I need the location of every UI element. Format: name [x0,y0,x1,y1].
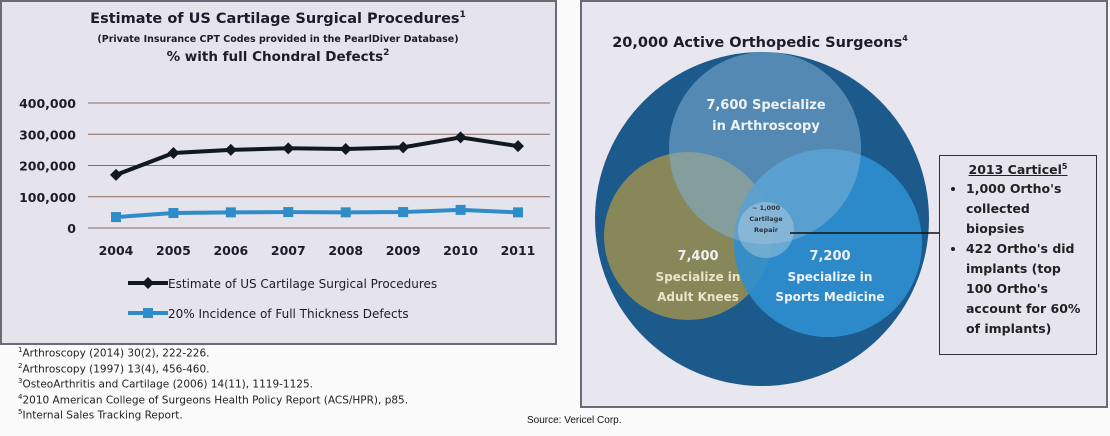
x-tick-label: 2006 [213,243,248,258]
footnote: 2Arthroscopy (1997) 13(4), 456-460. [18,362,210,376]
data-point-square [340,207,351,218]
carticel-callout: 2013 Carticel5 1,000 Ortho's collected b… [939,155,1097,355]
footnote: 5Internal Sales Tracking Report. [18,408,183,422]
footnote: 1Arthroscopy (2014) 30(2), 222-226. [18,346,210,360]
source-note: Source: Vericel Corp. [527,415,622,426]
y-tick-label: 200,000 [19,159,76,174]
data-point-diamond [167,147,180,159]
y-tick-label: 300,000 [19,127,76,142]
legend-label: 20% Incidence of Full Thickness Defects [168,307,409,321]
x-tick-label: 2005 [156,243,191,258]
series-line [115,207,519,220]
x-tick-label: 2009 [386,243,421,258]
x-tick-label: 2007 [271,243,306,258]
callout-title: 2013 Carticel5 [968,162,1068,178]
x-tick-label: 2011 [501,243,536,258]
data-point-diamond [512,140,524,153]
y-tick-label: 100,000 [19,190,76,205]
y-tick-label: 0 [67,221,76,236]
data-point-diamond [282,142,295,155]
data-point-diamond [224,143,237,156]
data-point-square [111,212,121,223]
data-point-square [398,207,409,218]
footnote: 3OsteoArthritis and Cartilage (2006) 14(… [18,377,313,391]
data-point-square [283,207,294,218]
x-tick-label: 2004 [99,243,134,258]
line-chart-panel [0,0,557,345]
data-point-square [513,207,523,218]
data-point-diamond [454,131,467,144]
data-point-diamond [142,277,154,289]
data-point-square [225,207,236,218]
data-point-diamond [397,141,410,154]
x-tick-label: 2008 [328,243,363,258]
callout-bullet: 422 Ortho's did implants (top 100 Ortho'… [966,239,1090,339]
data-point-square [168,208,179,218]
footnote: 42010 American College of Surgeons Healt… [18,393,409,407]
x-tick-label: 2010 [443,243,478,258]
callout-bullet: 1,000 Ortho's collected biopsies [966,179,1090,239]
series-line [115,135,519,177]
chart-subtitle: (Private Insurance CPT Codes provided in… [97,34,458,45]
chart-title: Estimate of US Cartilage Surgical Proced… [90,10,466,27]
legend-label: Estimate of US Cartilage Surgical Proced… [168,277,437,291]
data-point-diamond [110,168,122,181]
data-point-square [455,204,466,215]
line-chart: Estimate of US Cartilage Surgical Proced… [19,10,550,321]
y-tick-label: 400,000 [19,96,76,111]
chart-subtitle-2: % with full Chondral Defects2 [167,48,390,65]
data-point-square [143,308,153,318]
data-point-diamond [339,142,352,155]
